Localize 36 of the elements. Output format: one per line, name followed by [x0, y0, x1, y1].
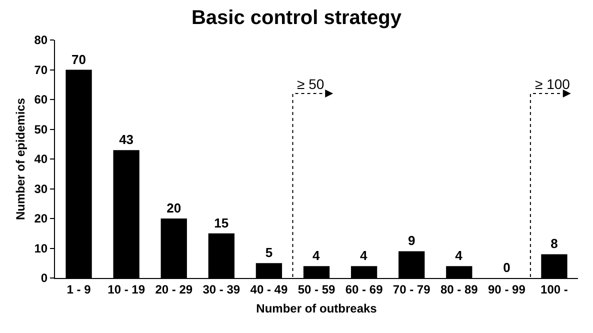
x-tick-label: 50 - 59 — [298, 282, 336, 296]
x-tick-label: 90 - 99 — [488, 282, 526, 296]
x-tick-label: 70 - 79 — [392, 282, 431, 296]
y-tick-label: 30 — [34, 182, 48, 196]
y-tick-label: 70 — [34, 62, 48, 77]
annotation: ≥ 50 — [297, 76, 324, 92]
data-label: 8 — [550, 236, 558, 252]
x-tick-label: 1 - 9 — [66, 282, 92, 296]
annotation: ≥ 100 — [535, 76, 570, 92]
x-axis-title: Number of outbreaks — [256, 301, 378, 316]
x-tick-label: 60 - 69 — [345, 282, 384, 296]
data-label: 0 — [503, 260, 510, 275]
data-label: 4 — [360, 248, 368, 264]
x-tick-label: 30 - 39 — [202, 282, 240, 296]
y-tick-label: 10 — [34, 241, 48, 256]
x-tick-label: 40 - 49 — [250, 282, 288, 296]
chart-title: Basic control strategy — [191, 6, 402, 29]
data-label: 15 — [214, 215, 229, 230]
y-tick-label: 20 — [34, 212, 48, 226]
y-tick-label: 40 — [34, 152, 48, 166]
x-tick-label: 100 - — [540, 282, 568, 296]
y-tick-label: 0 — [40, 271, 48, 286]
data-label: 43 — [119, 132, 134, 148]
y-tick-label: 50 — [34, 122, 48, 136]
data-label: 9 — [408, 233, 416, 248]
y-tick-label: 60 — [34, 92, 48, 107]
x-tick-label: 10 - 19 — [108, 282, 146, 296]
data-label: 5 — [265, 245, 273, 260]
y-tick-label: 80 — [34, 33, 48, 48]
y-axis-title: Number of epidemics — [14, 98, 28, 220]
data-label: 70 — [72, 52, 86, 67]
data-label: 20 — [166, 200, 182, 216]
data-label: 4 — [312, 248, 321, 264]
data-label: 4 — [455, 248, 464, 264]
x-tick-label: 80 - 89 — [440, 282, 478, 296]
x-tick-label: 20 - 29 — [155, 282, 193, 296]
